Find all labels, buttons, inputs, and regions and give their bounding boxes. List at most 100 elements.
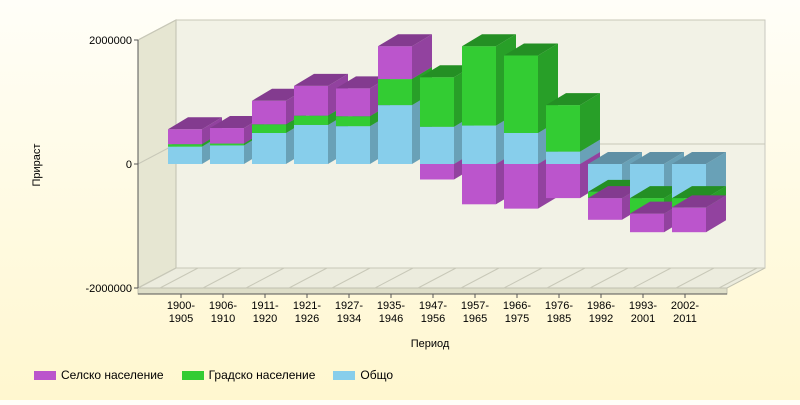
floor-grid-1 — [202, 267, 242, 289]
bar-rural-11-front — [630, 213, 664, 233]
x-tick-label-9-line2: 1985 — [547, 313, 571, 325]
bar-urban-5-front — [378, 79, 412, 106]
bar-rural-6-front — [420, 164, 454, 180]
bar-total-9-side — [580, 139, 600, 164]
bar-rural-11-top — [630, 201, 684, 214]
floor-grid-10 — [589, 267, 629, 289]
x-tick-label-4-line2: 1934 — [337, 313, 361, 325]
bar-rural-7-front — [462, 164, 496, 205]
x-tick-label-11: 1993- — [629, 300, 657, 312]
bar-total-11-top — [630, 152, 684, 164]
bar-rural-1-front — [210, 128, 244, 144]
bar-rural-10-front — [588, 198, 622, 220]
bar-rural-10-top — [588, 186, 642, 199]
bar-urban-9-front — [546, 105, 580, 152]
bar-total-6-front — [420, 126, 454, 164]
x-tick-label-2: 1911- — [251, 300, 279, 312]
x-tick-label-3-line2: 1926 — [295, 313, 319, 325]
bar-urban-6-top — [420, 65, 474, 78]
x-tick-label-0: 1900- — [167, 300, 195, 312]
legend-item-rural: Селско население — [34, 368, 164, 382]
x-tick-label-7-line2: 1965 — [463, 313, 487, 325]
x-tick-label-3: 1921- — [293, 300, 321, 312]
bar-rural-12-front — [672, 207, 706, 233]
bar-urban-4-front — [336, 116, 370, 127]
bar-urban-7-top — [462, 34, 516, 47]
bar-rural-1-top — [210, 116, 264, 129]
bar-total-1-front — [210, 145, 244, 164]
floor-grid-5 — [374, 267, 414, 289]
bar-urban-8-front — [504, 55, 538, 133]
legend-label-total: Общо — [360, 368, 394, 382]
bar-rural-2-front — [252, 100, 286, 125]
floor — [137, 267, 766, 289]
bar-total-9-front — [546, 151, 580, 164]
bar-total-8-front — [504, 133, 538, 164]
bar-urban-9-side — [580, 93, 600, 152]
bar-rural-12-side — [706, 195, 726, 233]
legend-item-total: Общо — [333, 368, 393, 382]
legend: Селско население Градско население Общо — [34, 368, 393, 382]
floor-grid-11 — [632, 267, 672, 289]
x-tick-label-5: 1935- — [377, 300, 405, 312]
bar-urban-0-front — [168, 144, 202, 147]
legend-swatch-total — [333, 370, 356, 380]
x-tick-label-6: 1947- — [419, 300, 447, 312]
bar-rural-3-top — [294, 73, 348, 86]
bar-rural-4-front — [336, 88, 370, 117]
floor-grid-9 — [546, 267, 586, 289]
x-tick-label-1-line2: 1910 — [211, 313, 235, 325]
x-tick-label-2-line2: 1920 — [253, 313, 277, 325]
bar-rural-8-front — [504, 164, 538, 209]
x-tick-label-11-line2: 2001 — [631, 313, 655, 325]
bar-rural-5-side — [412, 34, 432, 80]
floor-grid-8 — [503, 267, 543, 289]
bar-rural-2-top — [252, 88, 306, 101]
x-tick-label-6-line2: 1956 — [421, 313, 445, 325]
gridline-side-2 — [137, 267, 177, 289]
floor-grid-12 — [675, 267, 715, 289]
bar-urban-2-front — [252, 124, 286, 133]
bar-urban-10-top — [588, 179, 642, 192]
bar-total-0-front — [168, 146, 202, 164]
legend-label-rural: Селско население — [61, 368, 164, 382]
floor-grid-13 — [718, 267, 758, 289]
bar-rural-12-top — [672, 195, 726, 208]
x-tick-label-8-line2: 1975 — [505, 313, 529, 325]
bar-rural-4-top — [336, 76, 390, 89]
legend-label-urban: Градско население — [208, 368, 316, 382]
y-tick-label-1: 0 — [126, 159, 132, 171]
legend-swatch-rural — [34, 370, 56, 380]
bar-rural-0-top — [168, 117, 222, 130]
x-tick-label-8: 1966- — [503, 300, 531, 312]
bar-urban-9 — [546, 93, 600, 152]
bar-urban-11-top — [630, 186, 684, 199]
bar-total-3-front — [294, 124, 328, 164]
floor-edge — [137, 287, 728, 295]
floor-grid-7 — [460, 267, 500, 289]
bar-total-7-front — [462, 125, 496, 164]
y-axis-label: Прираст — [31, 144, 43, 187]
bar-total-12-top — [672, 152, 726, 164]
legend-swatch-urban — [181, 370, 204, 380]
bar-rural-5 — [378, 34, 432, 80]
bar-rural-5-top — [378, 34, 432, 47]
bar-total-10-top — [588, 152, 642, 164]
gridline-side-0 — [137, 19, 177, 41]
x-tick-label-0-line2: 1905 — [169, 313, 193, 325]
bar-rural-12 — [672, 195, 726, 233]
bar-rural-3-front — [294, 85, 328, 116]
y-tick-label-0: 2000000 — [89, 35, 132, 47]
floor-grid-3 — [288, 267, 328, 289]
bar-urban-8-top — [504, 43, 558, 56]
x-tick-label-10-line2: 1992 — [589, 313, 613, 325]
bar-rural-0-front — [168, 129, 202, 145]
floor-grid-6 — [417, 267, 457, 289]
x-tick-label-4: 1927- — [335, 300, 363, 312]
bar-urban-1-front — [210, 143, 244, 146]
bar-urban-3-front — [294, 115, 328, 125]
x-tick-label-9: 1976- — [545, 300, 573, 312]
y-tick-label-2: -2000000 — [86, 283, 133, 295]
